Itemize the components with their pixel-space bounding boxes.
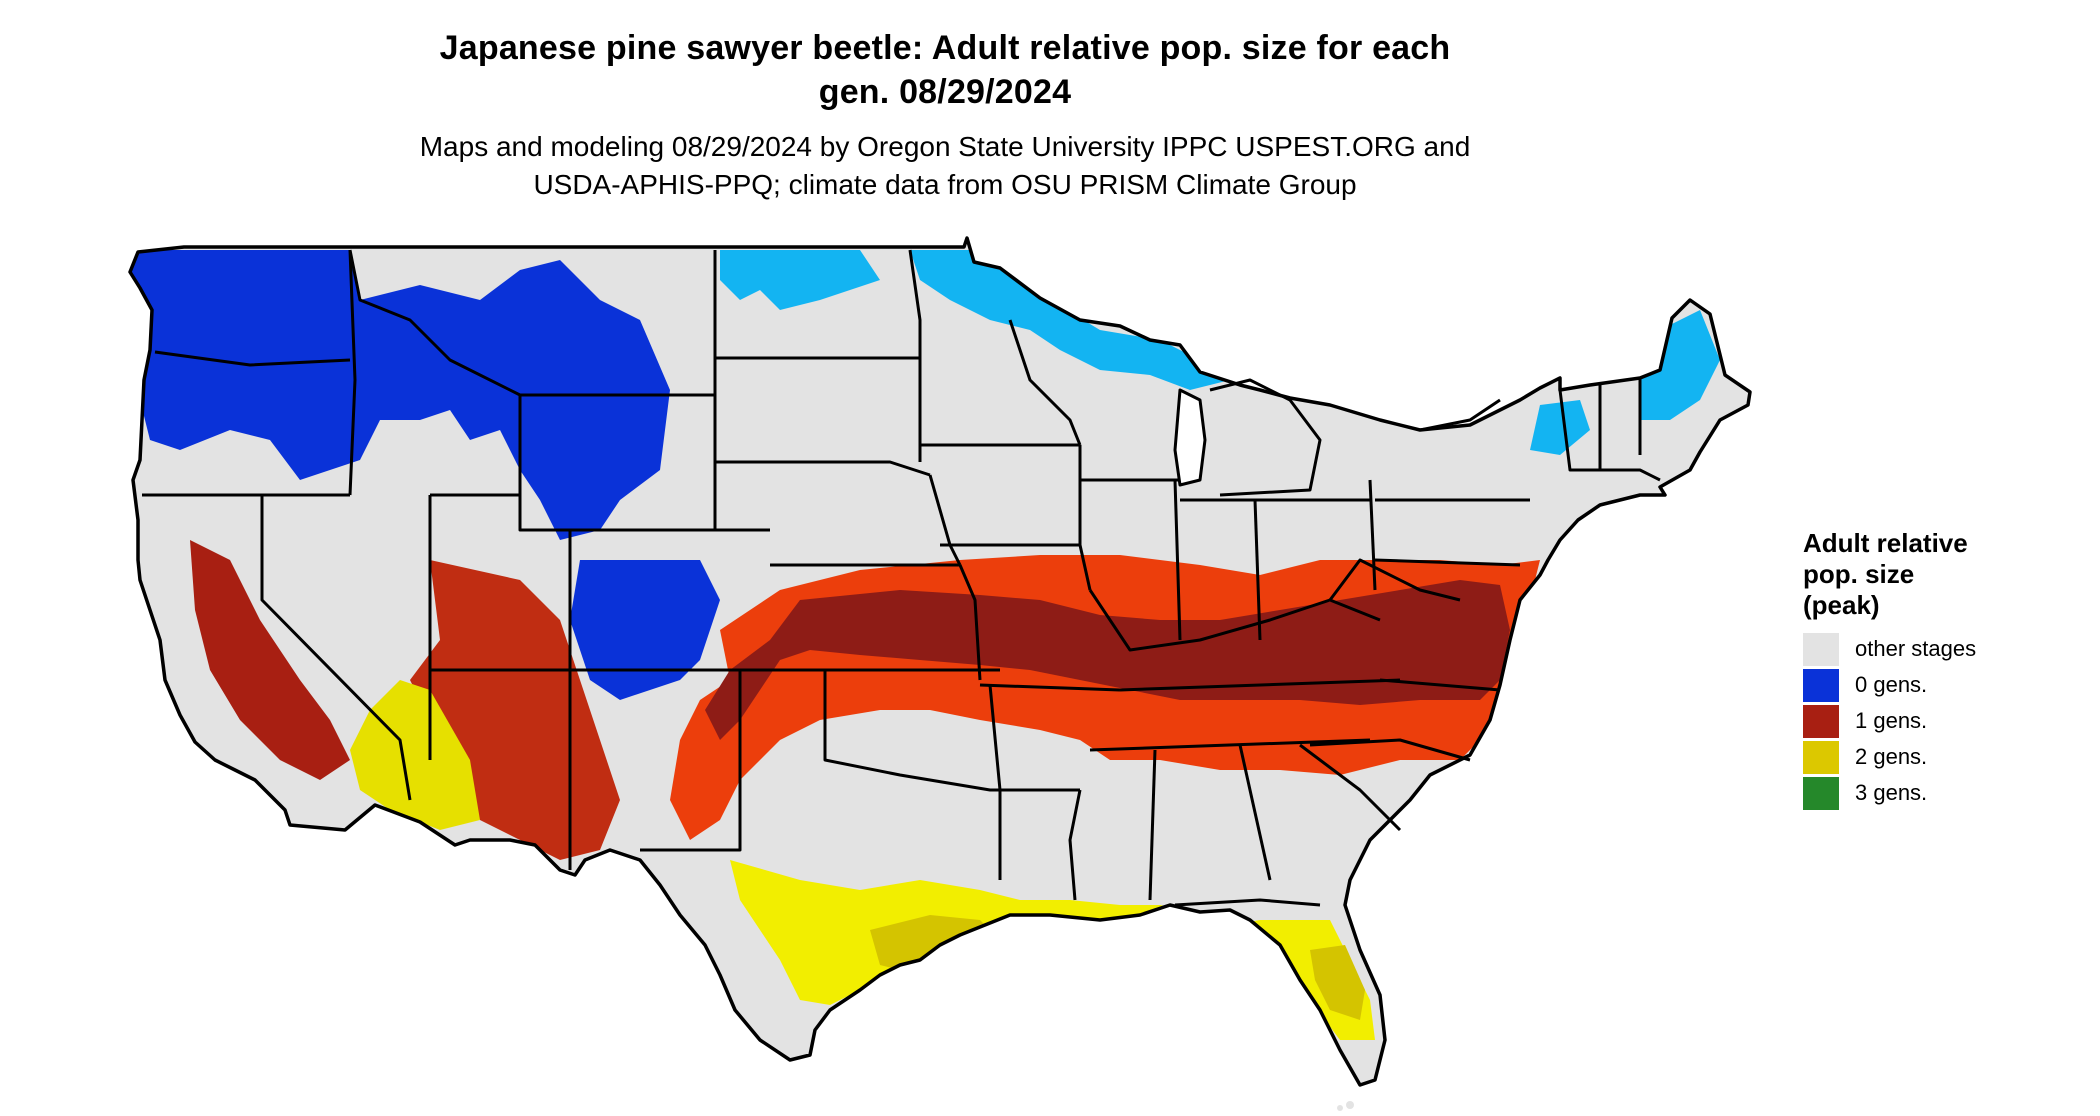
- legend-item-1-gens: 1 gens.: [1803, 703, 2093, 739]
- legend-label: 2 gens.: [1855, 744, 1928, 769]
- us-map: [128, 236, 1752, 1111]
- region-1gen-california: [190, 540, 350, 780]
- border-ms-al: [1148, 749, 1157, 901]
- legend-swatch: [1803, 740, 1839, 774]
- region-layers: [130, 250, 1720, 1040]
- legend-item-3-gens: 3 gens.: [1803, 775, 2093, 811]
- legend-item-0-gens: 0 gens.: [1803, 667, 2093, 703]
- border-oh-pa: [1368, 479, 1377, 591]
- legend-swatch: [1803, 776, 1839, 810]
- region-2gen-florida-dark: [1310, 945, 1365, 1020]
- border-ky-tn: [1119, 678, 1401, 692]
- legend-title: Adult relative pop. size (peak): [1803, 528, 2093, 621]
- legend-swatch: [1803, 704, 1839, 738]
- region-0gen-northwest: [130, 250, 670, 540]
- legend-item-other-stages: other stages: [1803, 631, 2093, 667]
- border-wv-va: [1328, 558, 1461, 602]
- border-mo-west: [958, 564, 982, 681]
- border-ar-west: [988, 684, 1002, 880]
- legend-label: other stages: [1855, 636, 1977, 661]
- border-ne-ia: [928, 474, 962, 566]
- border-id-mt: [348, 249, 522, 495]
- border-tn-south: [1089, 738, 1371, 752]
- legend-label: 1 gens.: [1855, 708, 1928, 733]
- legend-label: 0 gens.: [1855, 672, 1928, 697]
- border-ny-north: [1419, 398, 1501, 432]
- legend: Adult relative pop. size (peak) other st…: [1803, 528, 2093, 811]
- border-in-oh: [1253, 499, 1262, 641]
- legend-swatch: [1803, 632, 1839, 666]
- border-nc-sc: [1309, 738, 1471, 762]
- island-dot: [1337, 1105, 1343, 1111]
- legend-title-line2: pop. size: [1803, 559, 1915, 589]
- map-subtitle-line1: Maps and modeling 08/29/2024 by Oregon S…: [419, 131, 1471, 162]
- border-fl-north: [1174, 898, 1321, 907]
- map-subtitle: Maps and modeling 08/29/2024 by Oregon S…: [0, 128, 1890, 204]
- legend-items: other stages 0 gens. 1 gens. 2 gens. 3 g…: [1803, 631, 2093, 811]
- map-title: Japanese pine sawyer beetle: Adult relat…: [0, 26, 1890, 114]
- border-ga-sc: [1299, 743, 1402, 832]
- lake-michigan: [1173, 388, 1207, 487]
- map-title-line1: Japanese pine sawyer beetle: Adult relat…: [439, 29, 1451, 67]
- border-ca-nv: [260, 495, 412, 801]
- border-mn-wi: [1008, 319, 1082, 446]
- border-la-ms: [1068, 789, 1082, 901]
- region-1gen-core: [705, 580, 1510, 740]
- border-new-england: [1558, 389, 1661, 482]
- us-outline: [128, 236, 1752, 1087]
- border-ky-north: [1088, 589, 1381, 652]
- map-subtitle-line2: USDA-APHIS-PPQ; climate data from OSU PR…: [533, 169, 1357, 200]
- border-dakotas-mn: [908, 249, 922, 462]
- legend-swatch: [1803, 668, 1839, 702]
- island-dots: [1337, 1101, 1354, 1111]
- region-0gen-colorado: [570, 560, 720, 700]
- border-ut-wy: [430, 493, 570, 532]
- border-va-nc: [1379, 678, 1501, 692]
- border-nm-tx: [640, 670, 742, 852]
- legend-title-line3: (peak): [1803, 590, 1880, 620]
- michigan-lower: [1209, 378, 1322, 497]
- region-lightblue-minnesota: [910, 250, 1230, 390]
- map-title-line2: gen. 08/29/2024: [818, 73, 1072, 111]
- legend-title-line1: Adult relative: [1803, 528, 1968, 558]
- legend-label: 3 gens.: [1855, 780, 1928, 805]
- border-mo-ar: [979, 683, 1121, 692]
- border-al-ga: [1238, 744, 1272, 881]
- border-sd-ne: [715, 460, 931, 477]
- border-wa-or: [154, 350, 351, 367]
- state-borders: [128, 236, 1752, 1087]
- island-dot: [1346, 1101, 1354, 1109]
- border-id-west: [348, 249, 357, 496]
- border-ia-il: [1078, 445, 1092, 591]
- border-pa-south: [1374, 558, 1521, 567]
- region-lightblue-north-dakota: [720, 250, 880, 310]
- region-2gen-gulf-dark: [870, 915, 1000, 975]
- region-2gen-arizona: [350, 680, 480, 830]
- border-il-in: [1173, 479, 1182, 641]
- region-2gen-gulf: [730, 860, 1375, 1040]
- legend-item-2-gens: 2 gens.: [1803, 739, 2093, 775]
- region-lightblue-vermont: [1530, 400, 1590, 455]
